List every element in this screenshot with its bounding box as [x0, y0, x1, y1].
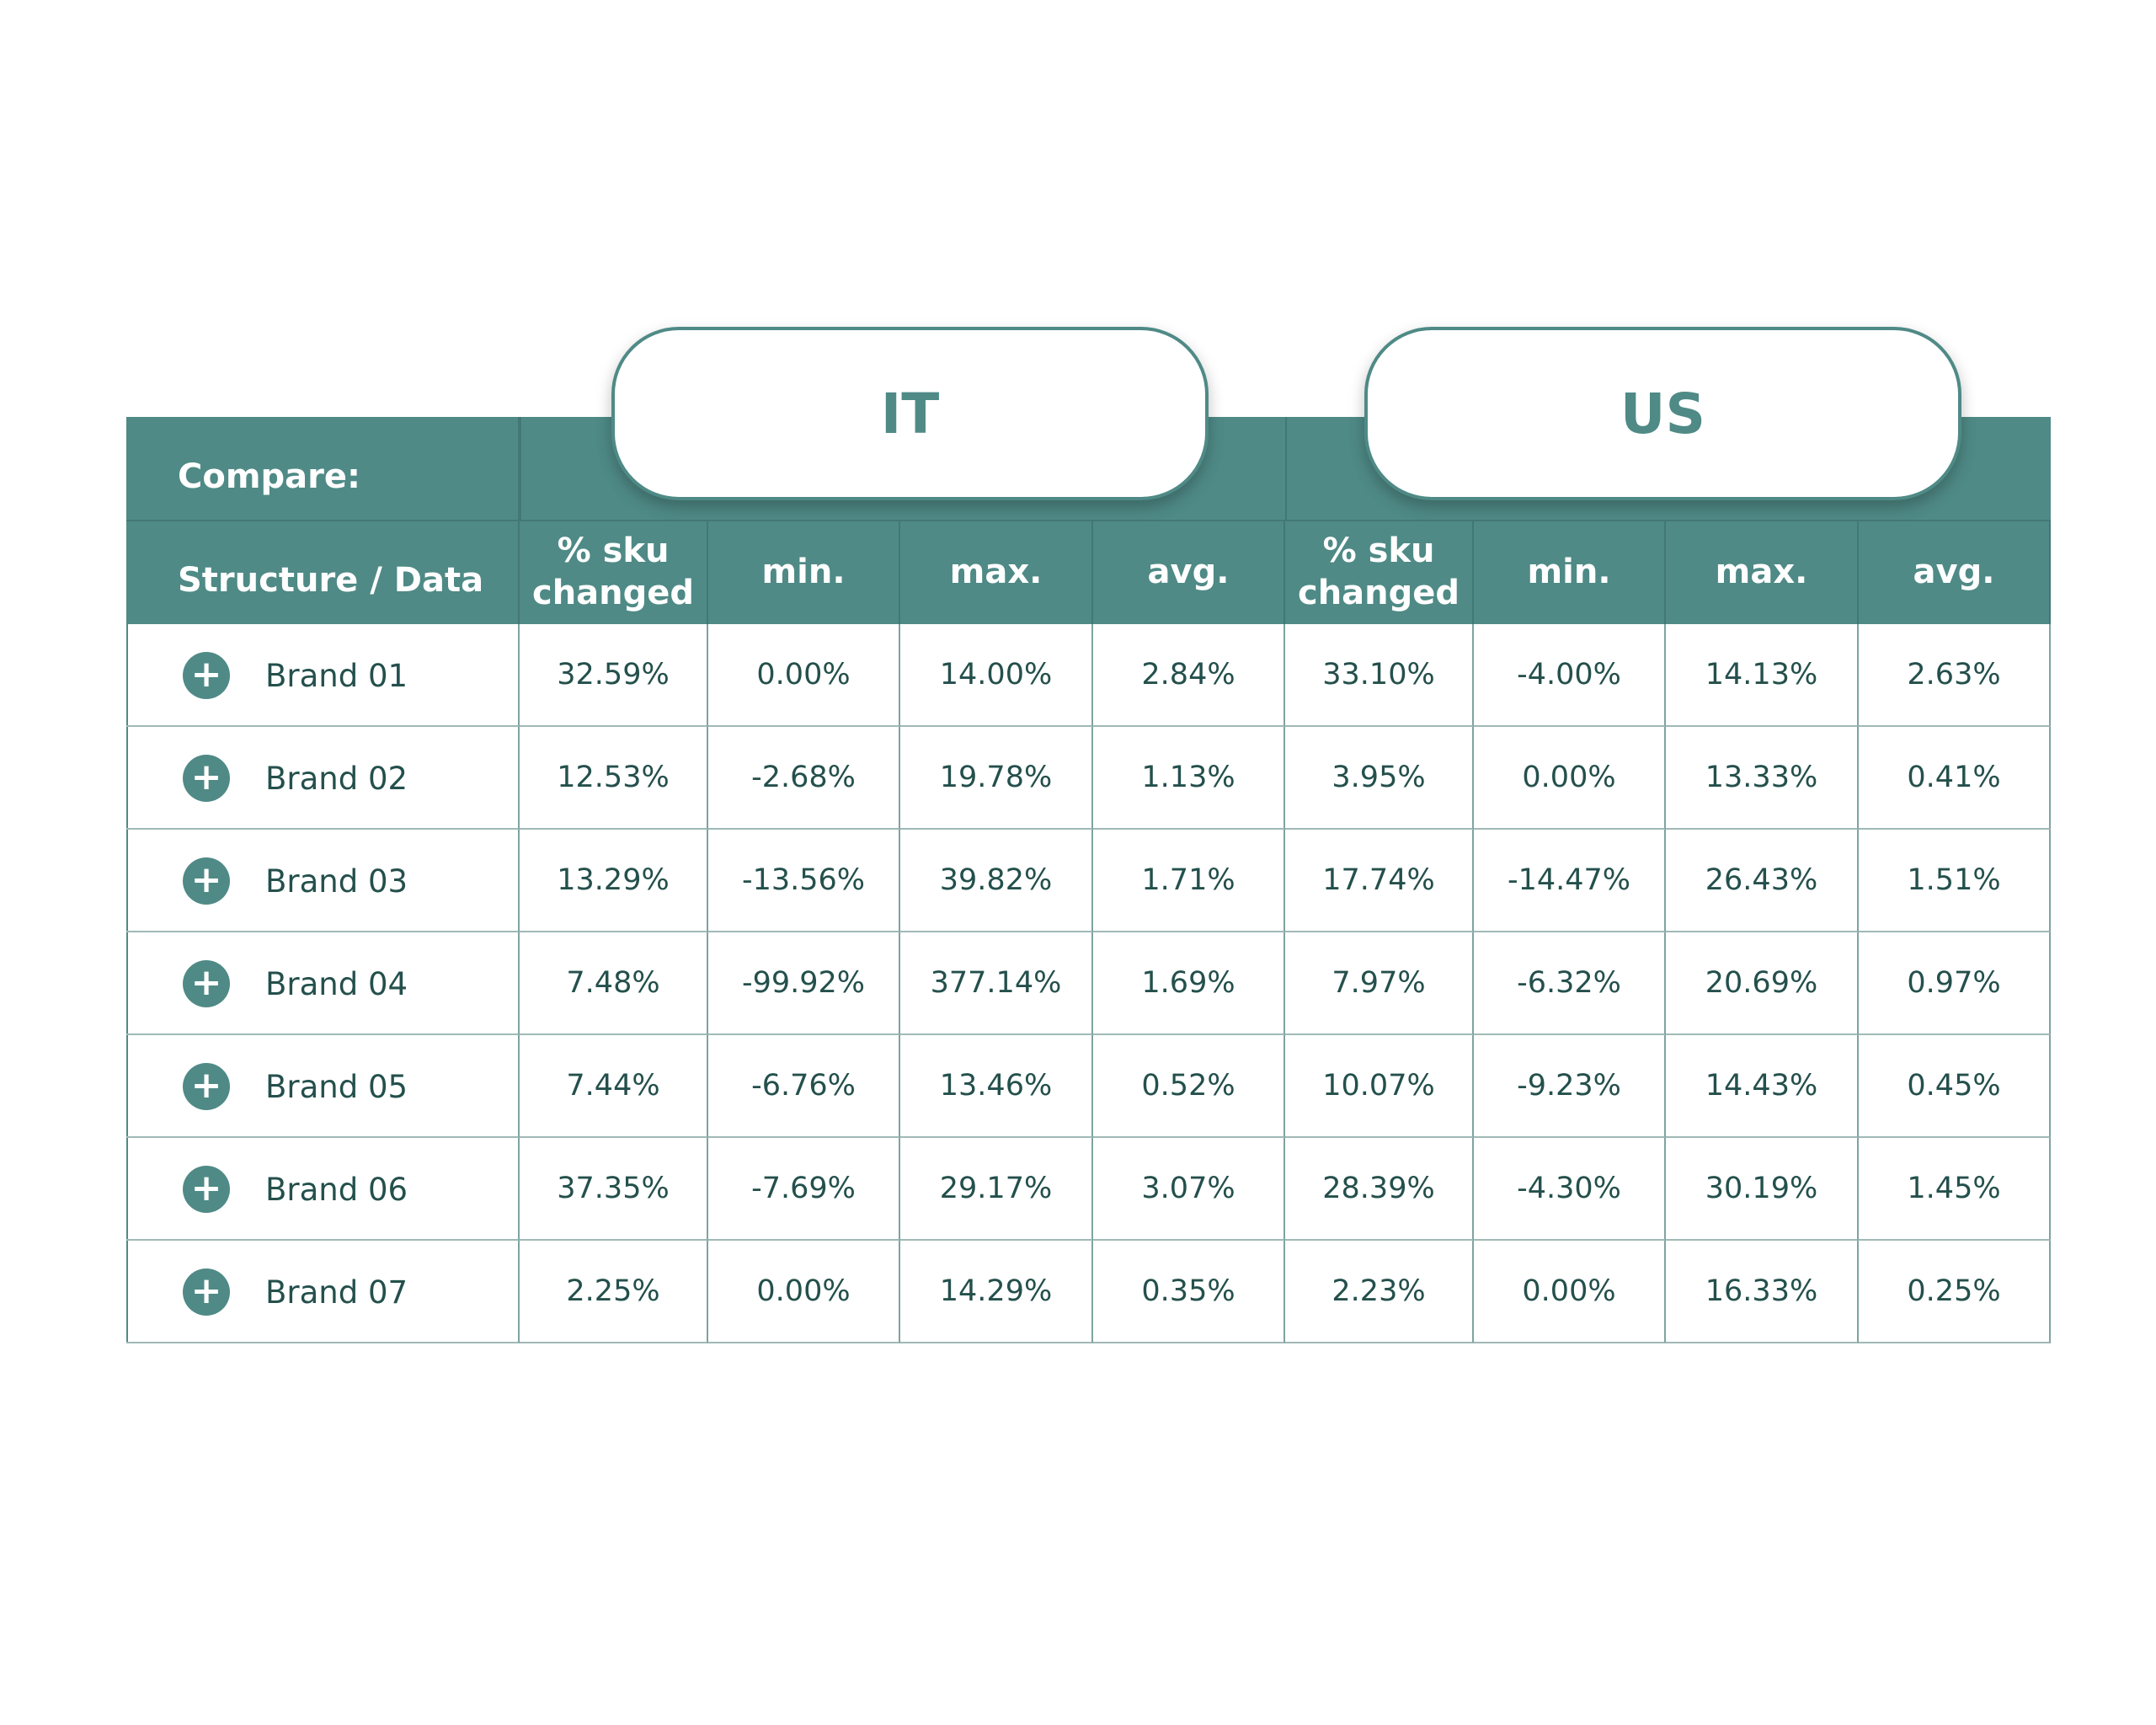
brand-label: Brand 01 [265, 657, 408, 694]
data-cell: 28.39% [1285, 1138, 1474, 1241]
data-cell: 0.00% [708, 624, 900, 727]
data-cell: 13.29% [520, 830, 708, 932]
data-cell: 0.00% [708, 1241, 900, 1343]
data-cell: 37.35% [520, 1138, 708, 1241]
data-cell: 3.07% [1093, 1138, 1285, 1241]
brand-label: Brand 04 [265, 965, 408, 1002]
data-cell: 16.33% [1666, 1241, 1859, 1343]
expand-button[interactable]: + [183, 1063, 230, 1110]
data-cell: 13.33% [1666, 727, 1859, 830]
data-cell: 2.63% [1859, 624, 2051, 727]
data-cell: 0.00% [1474, 1241, 1666, 1343]
row-label-cell [126, 830, 520, 932]
brand-label: Brand 06 [265, 1171, 408, 1208]
data-cell: 13.46% [900, 1035, 1093, 1138]
data-cell: 30.19% [1666, 1138, 1859, 1241]
data-cell: 26.43% [1666, 830, 1859, 932]
data-cell: 1.71% [1093, 830, 1285, 932]
data-cell: -99.92% [708, 932, 900, 1035]
data-cell: 2.25% [520, 1241, 708, 1343]
row-label-cell [126, 1241, 520, 1343]
data-cell: 0.25% [1859, 1241, 2051, 1343]
data-cell: -13.56% [708, 830, 900, 932]
data-cell: 0.52% [1093, 1035, 1285, 1138]
compare-label: Compare: [126, 417, 520, 520]
expand-button[interactable]: + [183, 652, 230, 699]
row-label-cell [126, 1035, 520, 1138]
data-cell: 17.74% [1285, 830, 1474, 932]
data-cell: 20.69% [1666, 932, 1859, 1035]
column-header: max. [1666, 520, 1859, 624]
column-header: min. [1474, 520, 1666, 624]
data-cell: 2.84% [1093, 624, 1285, 727]
data-cell: 0.00% [1474, 727, 1666, 830]
structure-label: Structure / Data [126, 520, 520, 624]
data-cell: 0.35% [1093, 1241, 1285, 1343]
data-cell: 14.43% [1666, 1035, 1859, 1138]
column-header: % sku changed [520, 520, 708, 624]
data-cell: 2.23% [1285, 1241, 1474, 1343]
data-cell: 1.45% [1859, 1138, 2051, 1241]
group-divider [520, 417, 521, 520]
data-cell: 14.00% [900, 624, 1093, 727]
data-cell: 14.29% [900, 1241, 1093, 1343]
data-cell: 29.17% [900, 1138, 1093, 1241]
data-cell: -6.76% [708, 1035, 900, 1138]
header-divider [126, 520, 2051, 521]
brand-label: Brand 05 [265, 1068, 408, 1105]
expand-button[interactable]: + [183, 755, 230, 802]
data-cell: 12.53% [520, 727, 708, 830]
group-divider [1285, 417, 1287, 520]
row-label-cell [126, 1138, 520, 1241]
data-cell: 1.69% [1093, 932, 1285, 1035]
data-cell: -2.68% [708, 727, 900, 830]
data-cell: 1.51% [1859, 830, 2051, 932]
column-header: avg. [1093, 520, 1285, 624]
data-cell: 0.45% [1859, 1035, 2051, 1138]
brand-label: Brand 07 [265, 1274, 408, 1311]
expand-button[interactable]: + [183, 1166, 230, 1213]
data-cell: -6.32% [1474, 932, 1666, 1035]
data-cell: 377.14% [900, 932, 1093, 1035]
data-cell: 7.48% [520, 932, 708, 1035]
data-cell: 7.97% [1285, 932, 1474, 1035]
row-label-cell [126, 727, 520, 830]
column-header: max. [900, 520, 1093, 624]
data-cell: 32.59% [520, 624, 708, 727]
data-cell: -7.69% [708, 1138, 900, 1241]
data-cell: 14.13% [1666, 624, 1859, 727]
data-cell: -4.30% [1474, 1138, 1666, 1241]
data-cell: -4.00% [1474, 624, 1666, 727]
brand-label: Brand 02 [265, 760, 408, 797]
column-header: avg. [1859, 520, 2051, 624]
group-tab[interactable]: US [1364, 327, 1961, 500]
data-cell: 39.82% [900, 830, 1093, 932]
data-cell: -9.23% [1474, 1035, 1666, 1138]
data-cell: 10.07% [1285, 1035, 1474, 1138]
data-cell: 0.97% [1859, 932, 2051, 1035]
data-cell: 19.78% [900, 727, 1093, 830]
expand-button[interactable]: + [183, 857, 230, 905]
column-header: min. [708, 520, 900, 624]
data-cell: 1.13% [1093, 727, 1285, 830]
data-cell: 33.10% [1285, 624, 1474, 727]
group-tab[interactable]: IT [611, 327, 1209, 500]
brand-label: Brand 03 [265, 862, 408, 900]
column-header: % sku changed [1285, 520, 1474, 624]
data-cell: 7.44% [520, 1035, 708, 1138]
row-label-cell [126, 932, 520, 1035]
expand-button[interactable]: + [183, 960, 230, 1007]
data-cell: 3.95% [1285, 727, 1474, 830]
data-cell: -14.47% [1474, 830, 1666, 932]
expand-button[interactable]: + [183, 1268, 230, 1316]
row-label-cell [126, 624, 520, 727]
data-cell: 0.41% [1859, 727, 2051, 830]
